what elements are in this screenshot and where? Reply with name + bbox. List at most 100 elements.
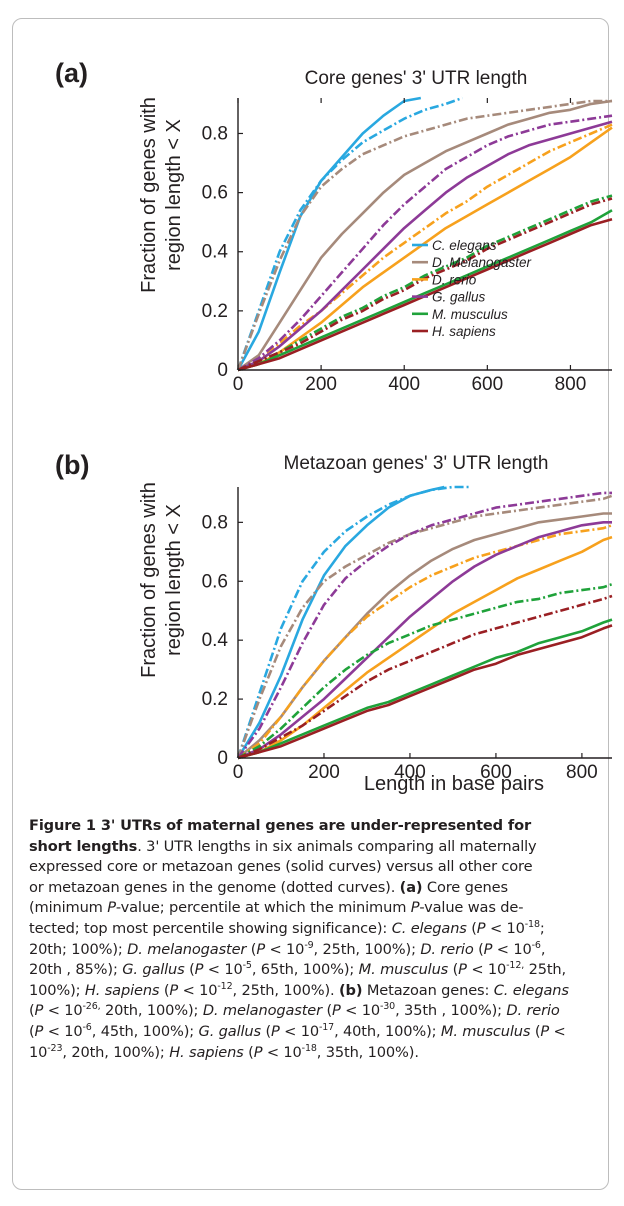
- caption-segment: (: [260, 1022, 271, 1040]
- caption-segment: (b): [339, 981, 363, 999]
- caption-line: (P < 10-6, 45th, 100%); G. gallus (P < 1…: [29, 1022, 605, 1043]
- caption-line: or metazoan genes in the genome (dotted …: [29, 878, 605, 899]
- y-tick-label: 0.4: [202, 630, 229, 651]
- legend-entry: G. gallus: [432, 290, 486, 305]
- figure-caption: Figure 1 3' UTRs of maternal genes are u…: [29, 816, 605, 1063]
- legend-entry: D. rerio: [432, 272, 477, 287]
- caption-segment: P: [458, 961, 467, 979]
- panel-a: (a) Core genes' 3' UTR length Fraction o…: [55, 58, 613, 395]
- x-tick-label: 800: [555, 374, 587, 395]
- caption-segment: (: [184, 961, 195, 979]
- caption-line: (minimum P-value; percentile at which th…: [29, 898, 605, 919]
- caption-segment: Metazoan genes:: [362, 981, 494, 999]
- panel-a-title: Core genes' 3' UTR length: [305, 68, 528, 89]
- caption-segment: (: [448, 961, 459, 979]
- caption-line: (P < 10-26, 20th, 100%); D. melanogaster…: [29, 1001, 605, 1022]
- caption-segment: P: [194, 961, 204, 979]
- caption-line: expressed core or metazoan genes (solid …: [29, 857, 605, 878]
- series-line-h-sapiens-solid: [237, 624, 613, 760]
- series-line-d-rerio-dotted: [237, 123, 613, 372]
- x-tick-label: 0: [233, 374, 244, 395]
- caption-segment: < 10: [492, 940, 532, 958]
- caption-segment: , 45th, 100%);: [91, 1022, 199, 1040]
- caption-segment: -23: [47, 1042, 63, 1054]
- caption-segment: D. rerio: [420, 940, 474, 958]
- caption-line: short lengths. 3' UTR lengths in six ani…: [29, 837, 605, 858]
- x-tick-label: 600: [471, 374, 503, 395]
- series-line-m-musculus-dotted: [237, 194, 613, 372]
- caption-segment: , 40th, 100%);: [334, 1022, 441, 1040]
- panel-a-label: (a): [55, 58, 88, 88]
- caption-segment: Figure 1 3' UTRs of maternal genes are u…: [29, 817, 532, 834]
- panel-b-plot: 0 200 400 600 800 0 0.2 0.4 0.6 0.8: [202, 485, 613, 783]
- caption-segment: . 3' UTR lengths in six animals comparin…: [137, 837, 537, 855]
- series-line-d-melanogaster-solid: [237, 512, 612, 760]
- series-line-d-rerio-solid: [237, 126, 613, 372]
- legend-entry: C. elegans: [432, 238, 497, 253]
- legend-entry: D. Melanogaster: [432, 255, 532, 270]
- caption-segment: , 25th, 100%).: [232, 981, 340, 999]
- caption-segment: (: [321, 1002, 333, 1020]
- caption-segment: P: [256, 940, 265, 958]
- x-tick-label: 0: [233, 762, 244, 783]
- caption-line: 20th; 100%); D. melanogaster (P < 10-9, …: [29, 940, 605, 961]
- x-tick-label: 200: [305, 374, 337, 395]
- series-line-m-musculus-solid: [237, 209, 613, 372]
- caption-segment: -6: [82, 1022, 92, 1034]
- caption-segment: -6: [531, 939, 541, 951]
- panel-b-xlabel: Length in base pairs: [364, 773, 544, 795]
- caption-segment: 20th , 85%);: [29, 961, 123, 979]
- caption-segment: (: [530, 1022, 541, 1040]
- caption-segment: -5: [242, 960, 252, 972]
- caption-segment: P: [476, 919, 486, 937]
- caption-segment: D. rerio: [506, 1002, 560, 1020]
- caption-segment: or metazoan genes in the genome (dotted …: [29, 878, 400, 896]
- caption-segment: (: [159, 981, 170, 999]
- y-tick-label: 0.4: [202, 242, 229, 263]
- legend-entry: H. sapiens: [432, 324, 496, 339]
- panel-a-ylabel-line2: region length < X: [163, 119, 185, 271]
- series-line-d-melanogaster-dotted: [236, 99, 612, 371]
- legend: C. elegans D. Melanogaster D. rerio G. gall…: [412, 238, 532, 339]
- caption-segment: -value was de-: [419, 899, 524, 917]
- series-line-c-elegans-dotted: [236, 96, 463, 371]
- figure-canvas: (a) Core genes' 3' UTR length Fraction o…: [55, 58, 613, 795]
- y-tick-label: 0.8: [202, 512, 228, 533]
- caption-segment: < 10: [340, 1002, 380, 1020]
- caption-segment: -17: [318, 1022, 335, 1034]
- series-line-c-elegans-solid: [236, 96, 422, 371]
- caption-segment: Core genes: [422, 878, 508, 896]
- caption-segment: (: [29, 1002, 35, 1020]
- caption-line: 20th , 85%); G. gallus (P < 10-5, 65th, …: [29, 960, 605, 981]
- caption-segment: 10: [29, 1043, 48, 1061]
- caption-segment: , 65th, 100%);: [251, 961, 359, 979]
- series-line-m-musculus-solid: [237, 618, 613, 760]
- caption-segment: ,: [540, 940, 546, 958]
- caption-segment: expressed core or metazoan genes (solid …: [29, 858, 533, 876]
- panel-b-label: (b): [55, 450, 89, 480]
- y-tick-label: 0: [217, 360, 228, 381]
- x-tick-label: 400: [388, 374, 420, 395]
- legend-entry: M. musculus: [432, 307, 508, 322]
- caption-segment: , 35th , 100%);: [395, 1002, 507, 1020]
- caption-segment: -30: [380, 1001, 396, 1013]
- caption-segment: (: [243, 1043, 254, 1061]
- y-tick-label: 0.8: [202, 123, 228, 144]
- series-line-g-gallus-solid: [237, 120, 613, 372]
- series-line-g-gallus-solid: [237, 520, 612, 760]
- caption-segment: (: [466, 919, 477, 937]
- caption-segment: -12: [217, 980, 233, 992]
- caption-segment: D. melanogaster: [202, 1002, 322, 1020]
- caption-segment: C. elegans: [493, 981, 569, 999]
- x-tick-label: 800: [566, 762, 598, 783]
- panel-a-ylabel-line1: Fraction of genes with: [138, 97, 160, 293]
- caption-segment: (minimum: [29, 899, 108, 917]
- caption-segment: < 10: [203, 961, 243, 979]
- x-tick-label: 600: [480, 762, 512, 783]
- caption-segment: , 20th, 100%);: [62, 1043, 170, 1061]
- caption-segment: D. melanogaster: [127, 940, 247, 958]
- series-line-h-sapiens-dotted: [237, 594, 613, 760]
- caption-segment: P: [107, 899, 116, 917]
- series-line-c-elegans-dotted: [236, 485, 471, 759]
- x-tick-label: 400: [394, 762, 426, 783]
